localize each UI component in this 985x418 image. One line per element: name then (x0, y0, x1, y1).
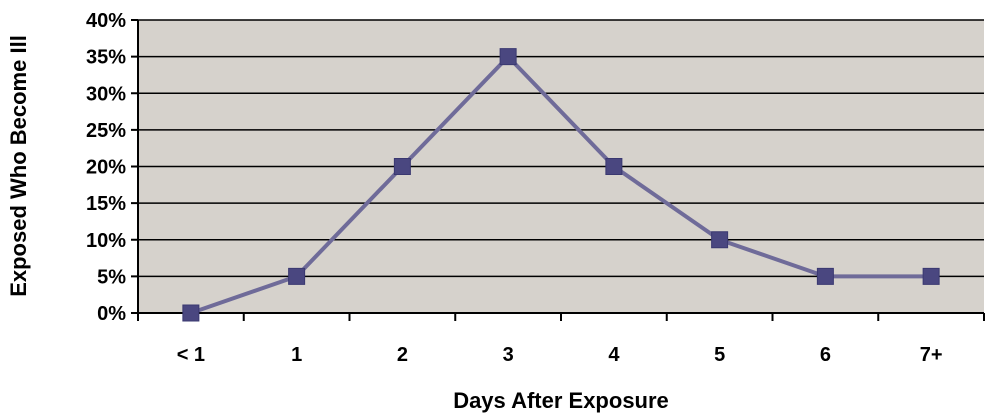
x-tick-label: 7+ (920, 344, 943, 366)
y-tick-label: 10% (86, 230, 126, 252)
y-tick-label: 5% (97, 266, 126, 288)
x-tick-label: < 1 (177, 344, 205, 366)
y-tick-label: 30% (86, 83, 126, 105)
y-tick-label: 25% (86, 120, 126, 142)
x-tick-label: 5 (714, 344, 725, 366)
data-point (393, 158, 411, 175)
x-tick-label: 6 (820, 344, 831, 366)
data-point (711, 231, 729, 249)
x-tick-label: 1 (291, 344, 302, 366)
y-tick-label: 20% (86, 157, 126, 179)
y-tick-label: 15% (86, 193, 126, 215)
y-tick-label: 0% (97, 303, 126, 325)
data-point (288, 267, 306, 285)
data-point (499, 48, 517, 66)
series-exposed-ill (182, 48, 940, 322)
data-point (922, 267, 940, 285)
data-point (816, 267, 834, 285)
y-tick-label: 40% (86, 10, 126, 32)
series-line (190, 54, 932, 315)
gridlines (138, 19, 984, 278)
data-point (605, 158, 623, 175)
x-axis-ticks: < 1 1 2 3 4 5 6 7+ (137, 313, 985, 366)
y-axis-ticks: 0% 5% 10% 15% 20% 25% 30% 35% 40% (86, 10, 138, 325)
data-point (182, 304, 200, 322)
x-tick-label: 2 (397, 344, 408, 366)
x-tick-label: 3 (503, 344, 514, 366)
y-tick-label: 35% (86, 47, 126, 69)
x-tick-label: 4 (608, 344, 620, 366)
y-axis-title: Exposed Who Become Ill (6, 35, 31, 297)
x-axis-title: Days After Exposure (453, 388, 669, 413)
